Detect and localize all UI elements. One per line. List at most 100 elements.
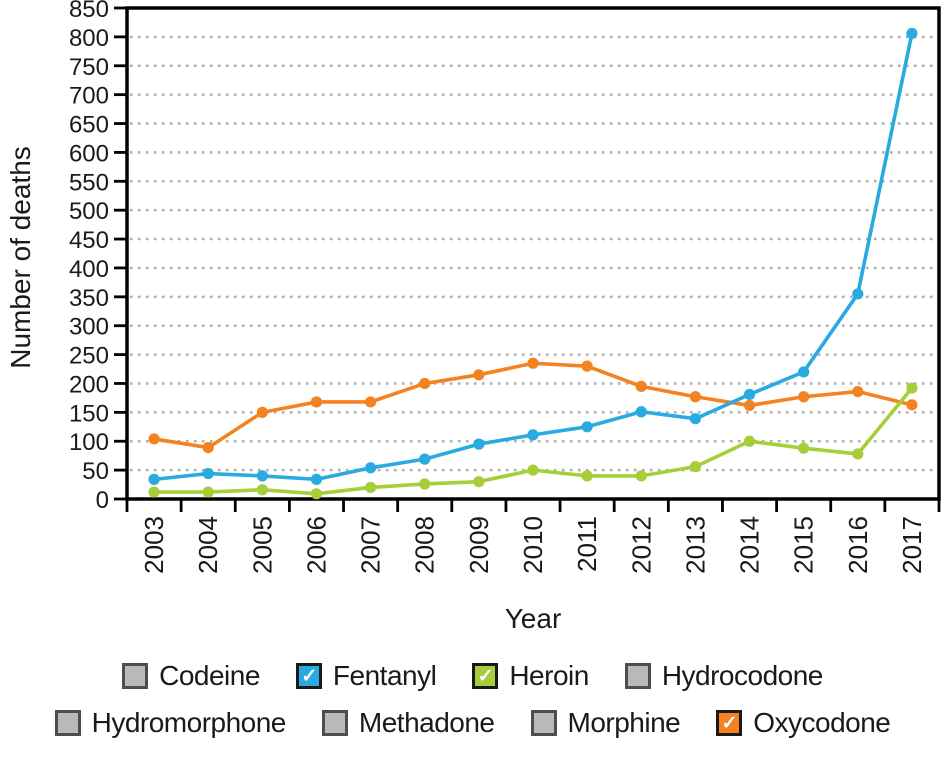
data-point (743, 435, 756, 447)
data-point (473, 476, 485, 488)
checkbox-unchecked-icon[interactable] (122, 663, 149, 689)
data-point (689, 413, 702, 425)
legend: Codeine ✓ Fentanyl ✓ Heroin Hydrocodone … (0, 660, 945, 739)
data-point (689, 461, 702, 473)
y-tick-label: 700 (69, 83, 109, 110)
data-point (256, 470, 268, 482)
legend-item-hydrocodone[interactable]: Hydrocodone (624, 660, 824, 692)
data-point (473, 369, 485, 381)
x-tick-label: 2017 (897, 516, 927, 574)
legend-item-heroin[interactable]: ✓ Heroin (472, 660, 589, 692)
deaths-by-year-line-chart: 0501001502002503003504004505005506006507… (5, 0, 941, 634)
legend-row-1: Codeine ✓ Fentanyl ✓ Heroin Hydrocodone (0, 660, 945, 692)
y-tick-label: 400 (69, 256, 109, 283)
data-point (202, 441, 214, 454)
data-point (256, 406, 268, 418)
data-point (906, 382, 918, 394)
checkbox-checked-icon[interactable]: ✓ (295, 663, 322, 689)
data-point (581, 360, 593, 372)
y-tick-label: 250 (69, 343, 109, 370)
x-tick-label: 2003 (139, 516, 169, 574)
legend-row-2: Hydromorphone Methadone Morphine ✓ Oxyco… (0, 707, 945, 739)
x-tick-label: 2007 (356, 516, 386, 574)
y-tick-label: 0 (96, 487, 109, 514)
data-point (527, 429, 539, 441)
legend-item-methadone[interactable]: Methadone (321, 707, 495, 739)
data-point (256, 484, 268, 496)
y-tick-label: 550 (69, 169, 109, 196)
legend-label-morphine: Morphine (567, 707, 681, 738)
x-tick-label: 2016 (843, 516, 873, 574)
data-point (148, 486, 160, 498)
legend-item-codeine[interactable]: Codeine (122, 660, 260, 692)
data-point (365, 481, 377, 494)
data-point (473, 438, 485, 450)
x-tick-label: 2011 (572, 516, 602, 572)
x-tick-label: 2005 (247, 516, 277, 574)
checkbox-checked-icon[interactable]: ✓ (472, 663, 499, 689)
data-point (798, 442, 810, 454)
data-point (527, 357, 539, 369)
data-point (743, 399, 756, 412)
checkbox-checked-icon[interactable]: ✓ (716, 710, 743, 736)
x-tick-label: 2006 (301, 516, 331, 574)
data-point (852, 288, 864, 300)
y-tick-label: 450 (69, 227, 109, 254)
data-point (419, 377, 431, 390)
x-tick-label: 2014 (735, 516, 765, 574)
y-tick-label: 850 (69, 0, 109, 23)
data-point (527, 464, 539, 476)
data-point (365, 396, 377, 408)
y-tick-label: 750 (69, 54, 109, 81)
x-tick-label: 2012 (626, 516, 656, 574)
legend-label-oxycodone: Oxycodone (753, 707, 891, 738)
data-point (906, 27, 918, 40)
legend-label-codeine: Codeine (159, 660, 260, 691)
data-point (852, 448, 864, 460)
legend-item-morphine[interactable]: Morphine (530, 707, 681, 739)
checkbox-unchecked-icon[interactable] (54, 710, 81, 736)
data-point (202, 467, 214, 480)
legend-label-hydromorphone: Hydromorphone (91, 707, 287, 738)
data-point (581, 470, 593, 482)
data-point (365, 462, 377, 474)
data-point (906, 399, 918, 411)
data-point (202, 486, 214, 498)
legend-item-fentanyl[interactable]: ✓ Fentanyl (295, 660, 437, 692)
x-tick-label: 2013 (680, 516, 710, 574)
data-point (148, 433, 160, 445)
data-point (148, 473, 160, 485)
legend-label-methadone: Methadone (358, 707, 495, 738)
data-point (419, 453, 431, 465)
legend-label-fentanyl: Fentanyl (332, 660, 437, 691)
data-point (419, 478, 431, 490)
checkbox-unchecked-icon[interactable] (321, 710, 348, 736)
data-point (689, 391, 702, 403)
x-axis-title: Year (505, 603, 562, 634)
data-point (852, 385, 864, 398)
legend-item-hydromorphone[interactable]: Hydromorphone (54, 707, 287, 739)
plot-frame (125, 6, 941, 501)
y-tick-label: 350 (69, 285, 109, 312)
data-point (635, 470, 647, 482)
data-point (310, 473, 323, 485)
data-point (581, 421, 593, 433)
checkbox-unchecked-icon[interactable] (530, 710, 557, 736)
y-tick-label: 300 (69, 314, 109, 341)
data-point (635, 406, 647, 418)
legend-item-oxycodone[interactable]: ✓ Oxycodone (716, 707, 891, 739)
x-tick-label: 2010 (518, 516, 548, 574)
y-tick-label: 100 (69, 429, 109, 456)
x-tick-label: 2015 (789, 516, 819, 574)
legend-label-hydrocodone: Hydrocodone (661, 660, 824, 691)
data-point (310, 396, 323, 408)
x-tick-label: 2008 (410, 516, 440, 574)
y-axis-title: Number of deaths (5, 146, 36, 369)
data-point (798, 391, 810, 403)
data-point (310, 488, 323, 500)
x-tick-label: 2004 (193, 516, 223, 574)
data-point (798, 366, 810, 378)
y-tick-label: 600 (69, 140, 109, 167)
checkbox-unchecked-icon[interactable] (624, 663, 651, 689)
